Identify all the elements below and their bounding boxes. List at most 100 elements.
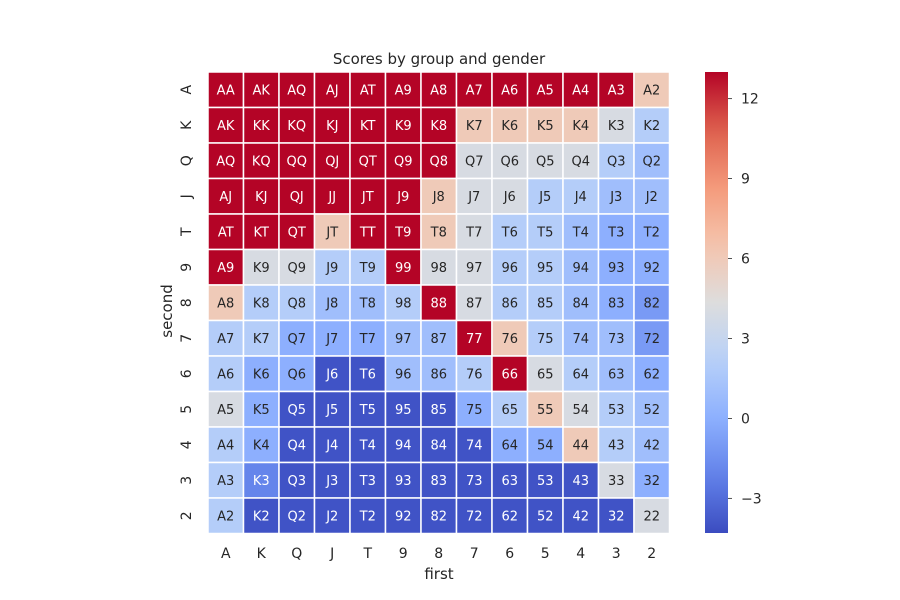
- heatmap-cell: [633, 319, 671, 357]
- cell-label: A4: [572, 83, 589, 98]
- heatmap-cell: [420, 497, 458, 535]
- heatmap-cell: [633, 497, 671, 535]
- cell-label: 95: [395, 403, 412, 418]
- colorbar-tick-label: 12: [741, 92, 759, 108]
- y-tick-label: 4: [179, 440, 195, 449]
- heatmap-cell: [562, 355, 600, 393]
- heatmap-cell: [491, 390, 529, 428]
- cell-label: A8: [430, 83, 447, 98]
- heatmap-cell: [278, 390, 316, 428]
- cell-label: JJ: [327, 190, 336, 205]
- heatmap-cell: [349, 461, 387, 499]
- cell-label: 62: [643, 367, 660, 382]
- cell-label: J6: [503, 190, 516, 205]
- heatmap-cell: [349, 497, 387, 535]
- cell-label: 74: [466, 438, 483, 453]
- heatmap-cell: [420, 106, 458, 144]
- cell-label: J3: [325, 474, 338, 489]
- cell-label: 85: [537, 296, 554, 311]
- cell-label: 65: [537, 367, 554, 382]
- heatmap-cell: [313, 248, 351, 286]
- cell-label: J2: [645, 190, 658, 205]
- cell-label: 66: [501, 367, 518, 382]
- cell-label: 52: [643, 403, 660, 418]
- cell-label: K8: [430, 119, 447, 134]
- cell-label: TT: [359, 225, 376, 240]
- cell-label: 76: [466, 367, 483, 382]
- x-tick-label: 3: [612, 546, 621, 562]
- cell-label: 94: [395, 438, 412, 453]
- cell-label: A7: [466, 83, 483, 98]
- x-tick-label: Q: [291, 546, 302, 562]
- cell-label: 73: [608, 332, 625, 347]
- cell-label: J9: [325, 261, 338, 276]
- cell-label: 53: [537, 474, 554, 489]
- cell-label: 54: [572, 403, 589, 418]
- cell-label: J9: [396, 190, 409, 205]
- heatmap-cell: [313, 284, 351, 322]
- cell-label: 42: [643, 438, 660, 453]
- cell-label: T5: [536, 225, 553, 240]
- cell-label: K3: [253, 474, 270, 489]
- cell-label: QT: [359, 154, 377, 169]
- cell-label: T4: [572, 225, 589, 240]
- heatmap-cell: [526, 248, 564, 286]
- cell-label: Q3: [287, 474, 306, 489]
- heatmap-cell: [597, 177, 635, 215]
- cell-label: JT: [361, 190, 374, 205]
- heatmap-cell: [278, 248, 316, 286]
- heatmap-cell: [207, 284, 245, 322]
- cell-label: 42: [572, 509, 589, 524]
- heatmap-cell: [491, 213, 529, 251]
- cell-label: A5: [217, 403, 234, 418]
- cell-label: Q7: [465, 154, 484, 169]
- cell-label: 43: [572, 474, 589, 489]
- y-tick-label: 2: [179, 511, 195, 520]
- cell-label: K5: [253, 403, 270, 418]
- cell-label: K6: [501, 119, 518, 134]
- cell-label: KK: [253, 119, 271, 134]
- heatmap-cell: [526, 106, 564, 144]
- colorbar-ticks: 12 9 6 3 0 −3: [728, 92, 762, 507]
- heatmap-cell: [313, 355, 351, 393]
- heatmap-cell: [384, 71, 422, 109]
- y-tick-label: K: [179, 120, 195, 130]
- cell-label: 93: [395, 474, 412, 489]
- cell-label: 98: [395, 296, 412, 311]
- heatmap-cell: [207, 248, 245, 286]
- cell-label: 82: [643, 296, 660, 311]
- heatmap-cell: [491, 426, 529, 464]
- cell-label: A8: [217, 296, 234, 311]
- cell-label: KQ: [252, 154, 271, 169]
- cell-label: 95: [537, 261, 554, 276]
- cell-label: AA: [217, 83, 235, 98]
- heatmap-cell: [562, 177, 600, 215]
- cell-label: J5: [325, 403, 338, 418]
- cell-label: K9: [253, 261, 270, 276]
- cell-label: T3: [359, 474, 376, 489]
- cell-label: 77: [466, 332, 483, 347]
- cell-label: 32: [643, 474, 660, 489]
- heatmap-cell: [384, 461, 422, 499]
- heatmap-cell: [384, 319, 422, 357]
- heatmap-cell: [633, 248, 671, 286]
- cell-label: Q2: [642, 154, 661, 169]
- cell-label: 64: [501, 438, 518, 453]
- heatmap-cell: [597, 355, 635, 393]
- cell-label: 92: [395, 509, 412, 524]
- cell-label: T3: [607, 225, 624, 240]
- cell-label: AJ: [326, 83, 339, 98]
- x-tick-label: A: [221, 546, 231, 562]
- heatmap-cell: [313, 213, 351, 251]
- cell-label: 54: [537, 438, 554, 453]
- cell-label: QQ: [287, 154, 307, 169]
- cell-label: AT: [218, 225, 234, 240]
- cell-label: Q8: [429, 154, 448, 169]
- y-axis-label: second: [158, 284, 176, 338]
- cell-label: KT: [254, 225, 270, 240]
- cell-label: 75: [537, 332, 554, 347]
- cell-label: AK: [217, 119, 235, 134]
- cell-label: 53: [608, 403, 625, 418]
- cell-label: T4: [359, 438, 376, 453]
- y-tick-label: A: [179, 85, 195, 95]
